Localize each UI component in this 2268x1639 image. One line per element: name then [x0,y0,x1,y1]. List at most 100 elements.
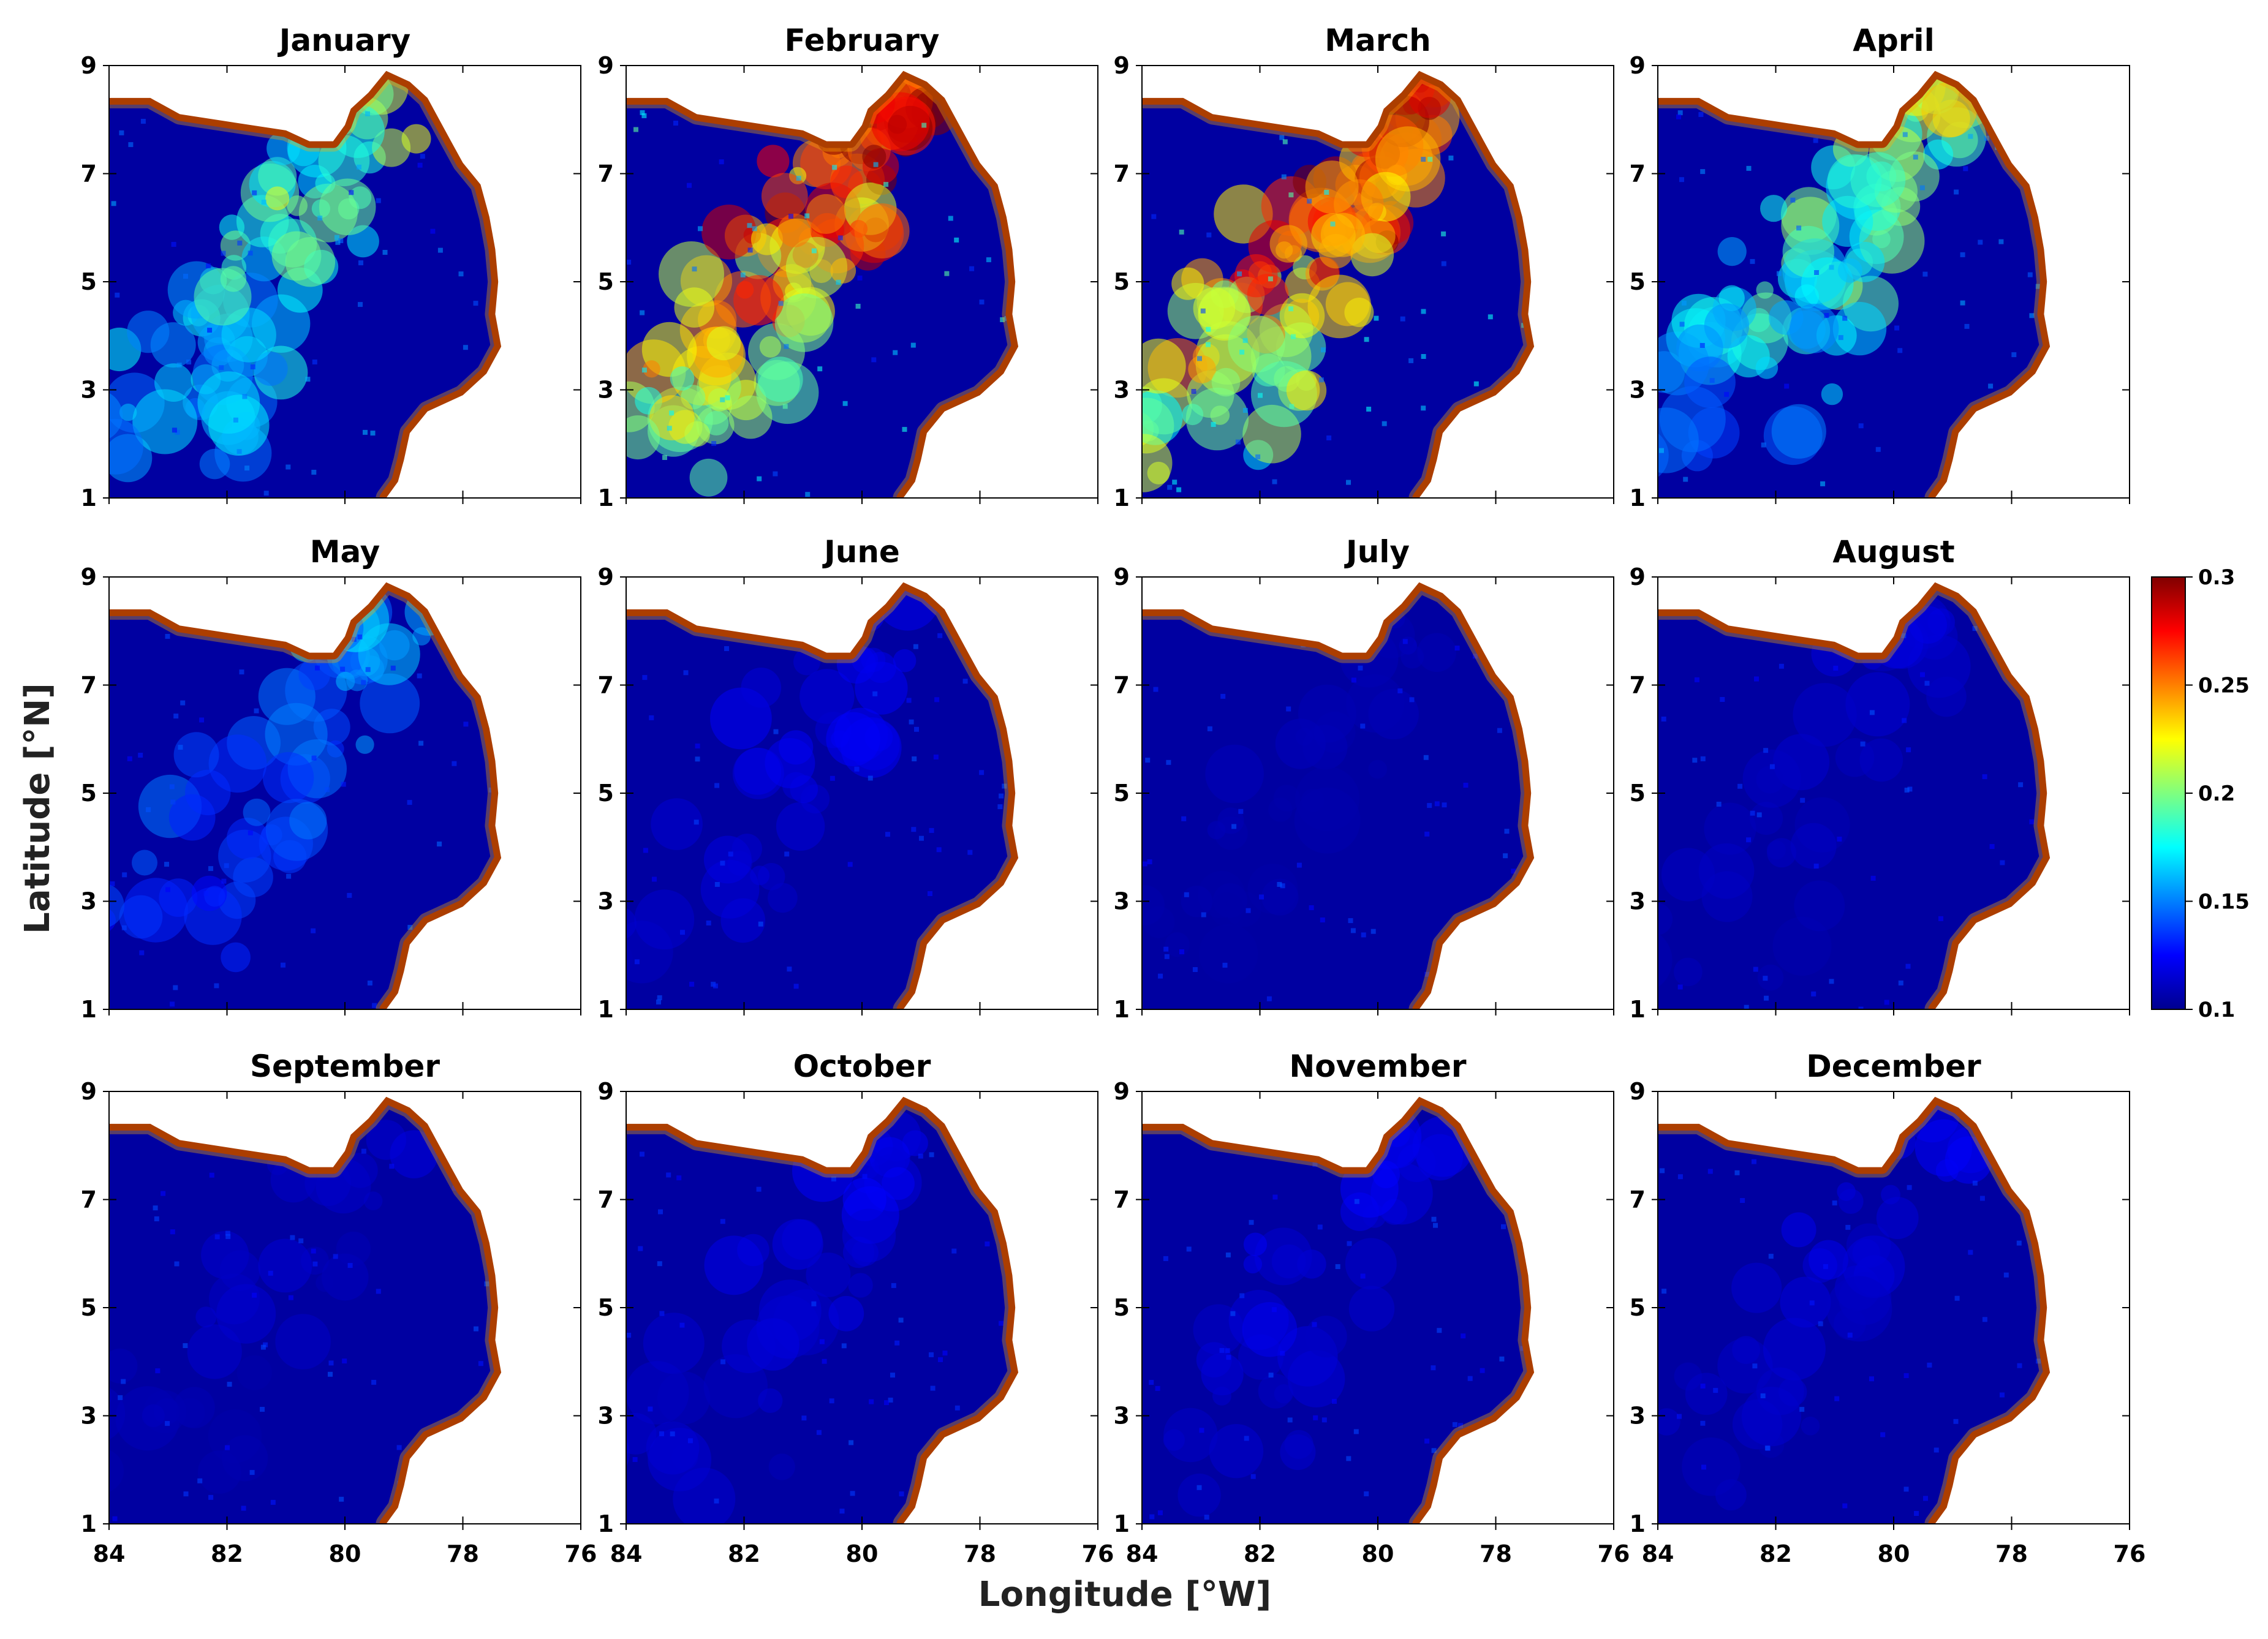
y-tick-label: 1 [598,1510,614,1537]
x-tick-label: 82 [1760,1540,1792,1567]
colorbar-tick-label: 0.15 [2198,890,2250,914]
panel-title: June [822,534,900,570]
x-tick-label: 80 [846,1540,879,1567]
y-tick-label: 1 [1630,996,1646,1023]
y-tick-label: 3 [81,377,97,404]
y-tick-label: 3 [81,1403,97,1430]
map-panel-august: August 9 7 5 3 1 [1630,534,2130,1023]
y-tick-label: 1 [598,484,614,511]
y-tick-label: 5 [1114,1294,1130,1321]
x-tick-label: 76 [2114,1540,2146,1567]
x-tick-label: 84 [93,1540,126,1567]
y-tick-label: 1 [598,996,614,1023]
x-tick-label: 84 [610,1540,643,1567]
y-tick-label: 1 [1114,484,1130,511]
map-panel-july: July 9 7 5 3 1 [1114,534,1614,1023]
y-tick-label: 9 [1114,1078,1130,1105]
x-axis-label: Longitude [°W] [978,1575,1271,1615]
panel-title: March [1325,23,1431,58]
y-tick-label: 1 [1114,996,1130,1023]
y-tick-label: 5 [1114,268,1130,295]
y-tick-label: 3 [598,888,614,915]
y-tick-label: 5 [1630,268,1646,295]
y-tick-label: 5 [598,1294,614,1321]
y-tick-label: 7 [1114,1186,1130,1213]
y-tick-label: 7 [598,1186,614,1213]
y-tick-label: 1 [81,1510,97,1537]
y-tick-label: 7 [81,160,97,187]
x-tick-label: 84 [1126,1540,1159,1567]
map-panel-may: May 9 7 5 3 1 [81,534,581,1023]
panel-grid: January97531February97531March97531April… [81,23,2146,1567]
map-panel-june: June 9 7 5 3 1 [598,534,1098,1023]
y-tick-label: 3 [598,1403,614,1430]
x-tick-label: 78 [1995,1540,2028,1567]
y-tick-label: 3 [1114,377,1130,404]
x-tick-label: 82 [728,1540,760,1567]
y-tick-label: 5 [81,268,97,295]
x-tick-label: 80 [1878,1540,1910,1567]
y-tick-label: 9 [1630,563,1646,590]
x-tick-label: 78 [447,1540,479,1567]
y-tick-label: 1 [1630,1510,1646,1537]
map-panel-january: January 9 7 5 3 1 [81,23,581,511]
panel-title: July [1344,534,1410,570]
map-panel-november: November 9 7 5 3 1 84 82 80 78 76 [1114,1049,1630,1567]
panel-title: May [310,534,380,570]
y-tick-label: 7 [1630,1186,1646,1213]
colorbar-tick-label: 0.25 [2198,674,2250,698]
x-tick-label: 82 [211,1540,243,1567]
y-tick-label: 7 [81,1186,97,1213]
y-tick-label: 1 [1114,1510,1130,1537]
x-tick-label: 80 [329,1540,361,1567]
y-tick-label: 9 [598,1078,614,1105]
map-panel-september: September 9 7 5 3 1 84 82 80 78 76 [81,1049,597,1567]
y-tick-label: 5 [81,780,97,807]
y-tick-label: 9 [1630,52,1646,79]
colorbar-tick-label: 0.3 [2198,565,2235,590]
y-tick-label: 7 [598,160,614,187]
y-tick-label: 5 [81,1294,97,1321]
x-tick-label: 84 [1642,1540,1674,1567]
y-tick-label: 9 [81,563,97,590]
x-tick-label: 76 [1082,1540,1114,1567]
y-tick-label: 1 [81,484,97,511]
x-tick-label: 82 [1244,1540,1276,1567]
panel-title: October [793,1049,931,1084]
y-tick-label: 3 [598,377,614,404]
y-tick-label: 5 [598,268,614,295]
y-tick-label: 1 [81,996,97,1023]
colorbar-gradient [2151,576,2186,1010]
y-tick-label: 5 [1114,780,1130,807]
y-tick-label: 5 [1630,1294,1646,1321]
y-axis-label: Latitude [°N] [18,683,58,934]
colorbar-tick-label: 0.1 [2198,998,2235,1022]
y-tick-label: 3 [1630,888,1646,915]
x-tick-label: 80 [1362,1540,1394,1567]
map-panel-march: March 9 7 5 3 1 [1114,23,1614,511]
y-tick-label: 7 [598,672,614,699]
y-tick-label: 9 [81,52,97,79]
y-tick-label: 3 [81,888,97,915]
map-panel-december: December 9 7 5 3 1 84 82 80 78 76 [1630,1049,2146,1567]
x-tick-label: 78 [964,1540,996,1567]
y-tick-label: 7 [81,672,97,699]
y-tick-label: 5 [1630,780,1646,807]
x-tick-label: 76 [565,1540,597,1567]
map-panel-april: April 9 7 5 3 1 [1630,23,2130,511]
y-tick-label: 3 [1114,1403,1130,1430]
panel-title: December [1806,1049,1981,1084]
y-tick-label: 5 [598,780,614,807]
panel-title: February [784,23,939,58]
y-tick-label: 9 [1630,1078,1646,1105]
colorbar: 0.3 0.25 0.2 0.15 0.1 [2151,565,2250,1022]
map-panel-february: February 9 7 5 3 1 [598,23,1098,511]
x-tick-label: 76 [1598,1540,1630,1567]
y-tick-label: 9 [1114,52,1130,79]
y-tick-label: 1 [1630,484,1646,511]
colorbar-tick-label: 0.2 [2198,782,2235,806]
y-tick-label: 9 [598,563,614,590]
panel-title: November [1289,1049,1467,1084]
x-tick-label: 78 [1480,1540,1512,1567]
